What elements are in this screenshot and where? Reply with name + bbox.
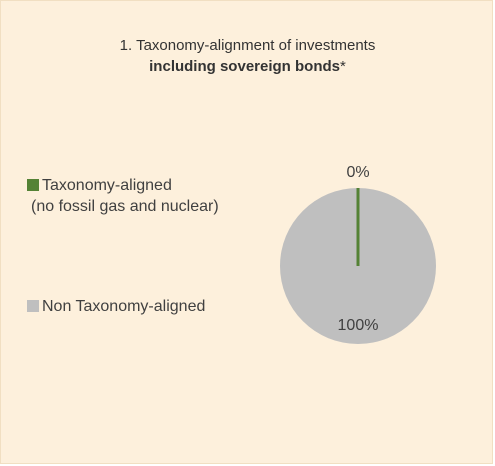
legend-label-non-taxonomy-aligned: Non Taxonomy-aligned [42,298,206,315]
chart-title-line2: including sovereign bonds* [0,58,495,75]
chart-title-bold: including sovereign bonds [149,58,340,75]
chart-title-line1: 1. Taxonomy-alignment of investments [119,37,376,54]
data-label-taxonomy-aligned: 0% [346,164,369,181]
data-label-non-taxonomy-aligned: 100% [338,317,379,334]
legend-swatch-non-taxonomy-aligned [27,300,39,312]
pie-slices [280,188,436,344]
legend-label-taxonomy-aligned-subtitle: (no fossil gas and nuclear) [31,198,219,215]
legend-label-taxonomy-aligned: Taxonomy-aligned [42,177,172,194]
chart-title-asterisk: * [340,58,346,75]
legend-swatch-taxonomy-aligned [27,179,39,191]
